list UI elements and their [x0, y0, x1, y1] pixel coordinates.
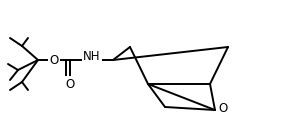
- Text: O: O: [65, 77, 75, 91]
- Text: NH: NH: [83, 51, 101, 63]
- Text: O: O: [219, 102, 228, 115]
- Text: O: O: [49, 54, 59, 66]
